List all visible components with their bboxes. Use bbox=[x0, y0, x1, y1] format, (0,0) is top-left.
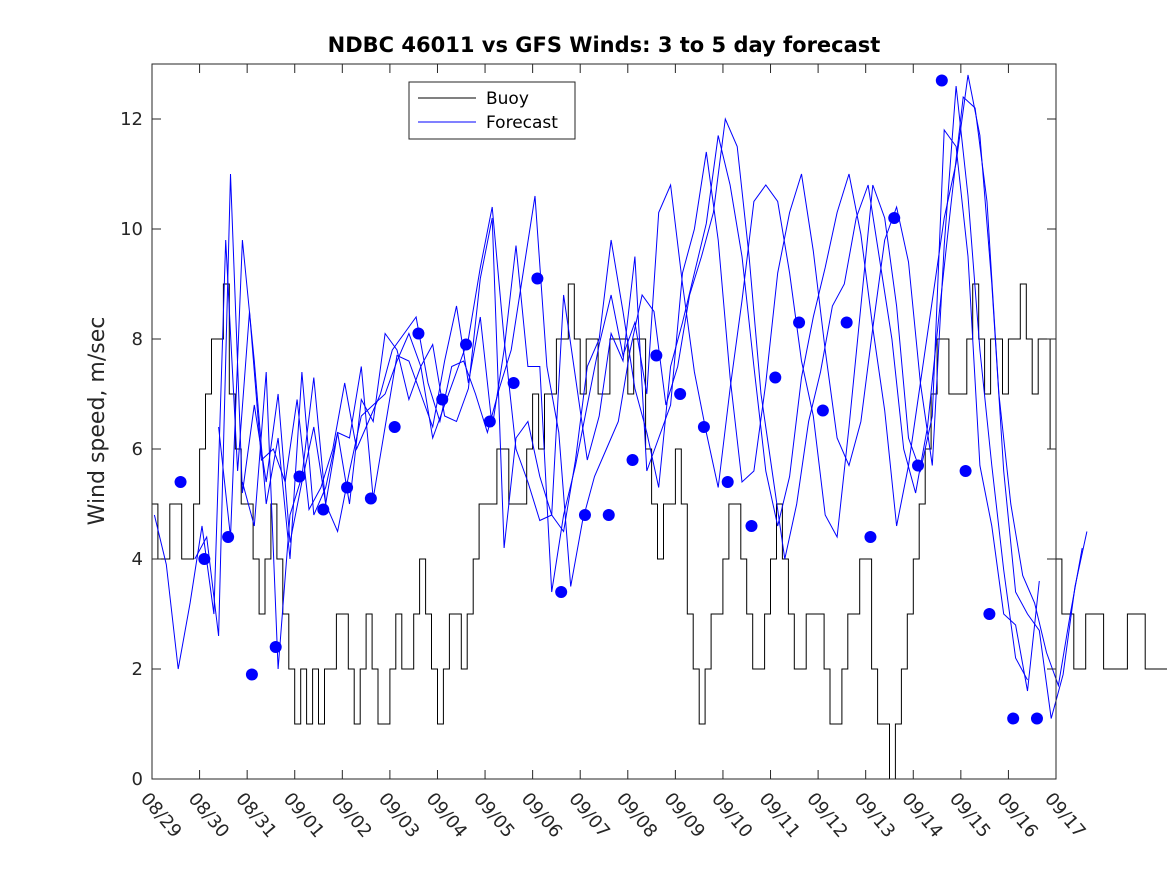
y-tick-label: 0 bbox=[132, 769, 143, 790]
forecast-point bbox=[793, 316, 806, 329]
forecast-point bbox=[269, 641, 282, 653]
forecast-point bbox=[531, 272, 544, 285]
forecast-point bbox=[697, 421, 710, 433]
legend-label-buoy: Buoy bbox=[486, 89, 529, 109]
forecast-point bbox=[864, 531, 877, 543]
forecast-point bbox=[388, 421, 401, 433]
buoy-line bbox=[152, 283, 1167, 780]
forecast-point bbox=[578, 509, 591, 521]
forecast-line-2 bbox=[194, 74, 1088, 719]
forecast-line-1 bbox=[153, 95, 1083, 688]
legend-box bbox=[408, 81, 576, 140]
forecast-point bbox=[650, 349, 663, 362]
forecast-point bbox=[317, 503, 330, 516]
y-tick-label: 6 bbox=[132, 439, 143, 460]
forecast-point bbox=[1007, 712, 1020, 725]
legend: Buoy Forecast bbox=[408, 81, 576, 140]
forecast-point bbox=[745, 520, 758, 532]
forecast-point bbox=[959, 465, 972, 477]
buoy-series bbox=[152, 283, 1167, 780]
y-axis: 0 2 4 6 8 10 12 bbox=[120, 109, 1056, 790]
forecast-point bbox=[983, 608, 996, 620]
forecast-point bbox=[769, 371, 782, 384]
forecast-point bbox=[816, 404, 829, 417]
forecast-point bbox=[674, 388, 687, 400]
forecast-point bbox=[602, 509, 615, 521]
forecast-point bbox=[483, 415, 496, 428]
forecast-point bbox=[245, 668, 258, 681]
forecast-point bbox=[412, 327, 425, 340]
plot-area bbox=[152, 64, 1056, 779]
forecast-point bbox=[460, 338, 473, 351]
forecast-point bbox=[935, 74, 948, 87]
forecast-point bbox=[364, 492, 377, 505]
forecast-point bbox=[222, 531, 235, 543]
y-tick-label: 8 bbox=[132, 329, 143, 350]
forecast-point bbox=[1030, 712, 1043, 725]
forecast-points bbox=[174, 74, 1043, 725]
chart-title: NDBC 46011 vs GFS Winds: 3 to 5 day fore… bbox=[328, 33, 881, 57]
y-tick-label: 2 bbox=[132, 659, 143, 680]
y-axis-label: Wind speed, m/sec bbox=[85, 317, 110, 526]
forecast-point bbox=[198, 553, 211, 565]
forecast-point bbox=[436, 393, 449, 406]
forecast-line-4 bbox=[241, 85, 1028, 681]
forecast-line-3 bbox=[218, 128, 1040, 692]
forecast-point bbox=[912, 459, 925, 472]
forecast-point bbox=[840, 316, 853, 329]
forecast-point bbox=[626, 454, 639, 466]
plot-frame bbox=[151, 63, 1057, 780]
forecast-point bbox=[555, 586, 568, 598]
forecast-series-group bbox=[153, 74, 1088, 719]
y-tick-label: 4 bbox=[132, 549, 143, 570]
forecast-point bbox=[174, 476, 187, 488]
legend-label-forecast: Forecast bbox=[486, 113, 558, 133]
y-tick-label: 12 bbox=[120, 109, 143, 130]
forecast-point bbox=[721, 476, 734, 488]
forecast-point bbox=[293, 470, 306, 483]
forecast-point bbox=[507, 377, 520, 389]
forecast-point bbox=[341, 481, 354, 494]
y-tick-label: 10 bbox=[120, 219, 143, 240]
forecast-point bbox=[888, 212, 901, 224]
